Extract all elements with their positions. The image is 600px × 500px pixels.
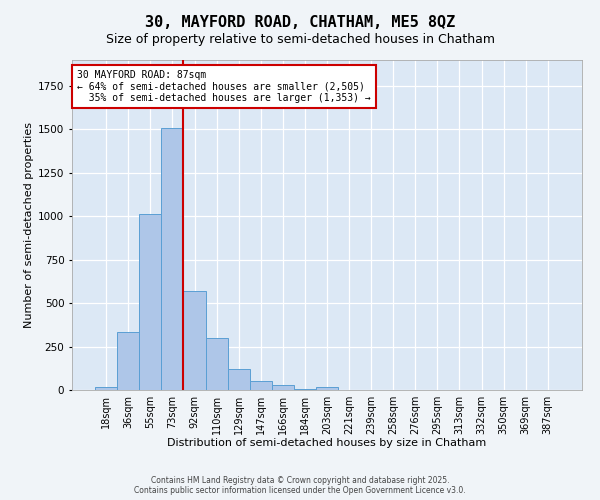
Y-axis label: Number of semi-detached properties: Number of semi-detached properties [24, 122, 34, 328]
X-axis label: Distribution of semi-detached houses by size in Chatham: Distribution of semi-detached houses by … [167, 438, 487, 448]
Bar [206, 338, 227, 390]
Bar [95, 388, 117, 390]
Bar [272, 385, 294, 390]
Bar [250, 382, 272, 390]
Text: 30, MAYFORD ROAD, CHATHAM, ME5 8QZ: 30, MAYFORD ROAD, CHATHAM, ME5 8QZ [145, 15, 455, 30]
Text: Contains HM Land Registry data © Crown copyright and database right 2025.
Contai: Contains HM Land Registry data © Crown c… [134, 476, 466, 495]
Text: Size of property relative to semi-detached houses in Chatham: Size of property relative to semi-detach… [106, 32, 494, 46]
Bar [316, 388, 338, 390]
Bar [139, 214, 161, 390]
Bar [117, 332, 139, 390]
Bar [184, 291, 206, 390]
Bar [294, 389, 316, 390]
Text: 30 MAYFORD ROAD: 87sqm
← 64% of semi-detached houses are smaller (2,505)
  35% o: 30 MAYFORD ROAD: 87sqm ← 64% of semi-det… [77, 70, 371, 103]
Bar [227, 369, 250, 390]
Bar [161, 128, 184, 390]
